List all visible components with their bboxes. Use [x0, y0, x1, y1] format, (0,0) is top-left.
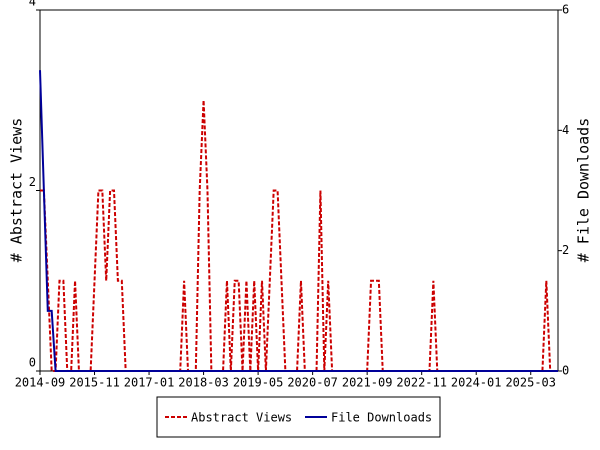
- x-tick-label: 2018-03: [178, 376, 229, 390]
- legend-box: [156, 396, 441, 438]
- y-tick-label: 2: [29, 175, 36, 189]
- x-tick-label: 2022-11: [396, 376, 447, 390]
- x-tick-label: 2014-09: [15, 376, 66, 390]
- x-tick-label: 2021-09: [342, 376, 393, 390]
- y-tick-label: 4: [29, 0, 36, 9]
- legend-label: File Downloads: [331, 411, 432, 425]
- x-tick-label: 2017-01: [124, 376, 175, 390]
- x-tick-label: 2015-11: [69, 376, 120, 390]
- plot-frame: [39, 9, 559, 372]
- y-tick-label: 0: [29, 356, 36, 370]
- y2-tick-label: 6: [562, 3, 569, 17]
- x-tick-label: 2020-07: [287, 376, 338, 390]
- y2-axis-label: # File Downloads: [575, 118, 593, 263]
- y-axis-label: # Abstract Views: [8, 118, 26, 263]
- legend-label: Abstract Views: [191, 411, 292, 425]
- x-tick-label: 2024-01: [451, 376, 502, 390]
- y2-tick-label: 0: [562, 364, 569, 378]
- y2-tick-label: 4: [562, 123, 569, 137]
- y2-tick-label: 2: [562, 243, 569, 257]
- series-line: [39, 70, 558, 372]
- series-line: [40, 100, 558, 372]
- x-tick-label: 2025-03: [505, 376, 556, 390]
- x-tick-label: 2019-05: [233, 376, 284, 390]
